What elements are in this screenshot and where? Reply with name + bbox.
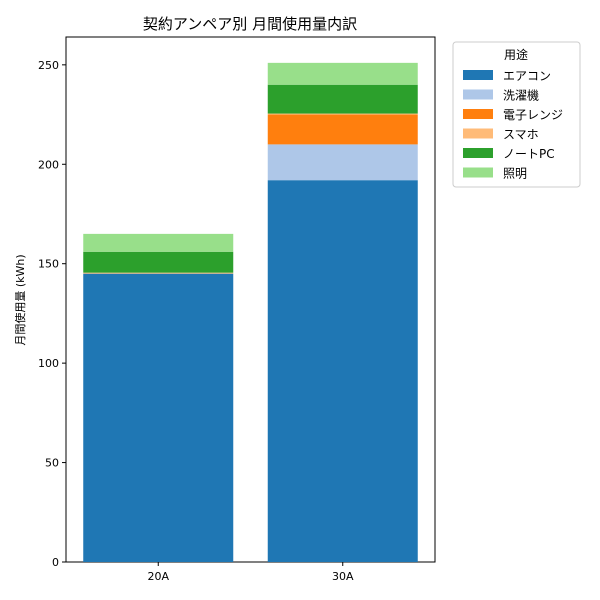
legend-label: スマホ	[503, 128, 539, 142]
y-tick-label: 200	[38, 158, 59, 171]
bar-segment-30A-1	[267, 144, 418, 181]
x-tick-label: 20A	[147, 570, 169, 583]
bars	[83, 62, 418, 562]
legend-label: 洗濯機	[503, 88, 539, 103]
legend-swatch	[463, 109, 493, 119]
legend-label: 照明	[503, 167, 527, 181]
plot-area: 0 50 100 150 200 250 20A 30A	[38, 36, 436, 583]
y-tick-label: 50	[45, 457, 59, 470]
bar-segment-20A-4	[83, 251, 234, 273]
legend-swatch	[463, 70, 493, 80]
bar-segment-30A-0	[267, 180, 418, 562]
bar-segment-30A-4	[267, 84, 418, 114]
y-axis-label: 月間使用量 (kWh)	[14, 254, 27, 345]
y-tick-label: 250	[38, 59, 59, 72]
bar-segment-20A-3	[83, 272, 234, 274]
legend-swatch	[463, 89, 493, 100]
bar-segment-20A-0	[83, 273, 234, 562]
legend-label: 電子レンジ	[503, 108, 563, 122]
y-tick-label: 100	[38, 357, 59, 370]
legend-swatch	[463, 128, 493, 139]
bar-segment-30A-3	[267, 113, 418, 115]
x-tick-label: 30A	[332, 570, 354, 583]
y-axis-ticks: 0 50 100 150 200 250	[38, 59, 66, 569]
bar-segment-30A-2	[267, 114, 418, 145]
bar-segment-20A-5	[83, 233, 234, 252]
chart-title: 契約アンペア別 月間使用量内訳	[143, 15, 357, 33]
y-tick-label: 150	[38, 258, 59, 271]
legend-swatch	[463, 167, 493, 178]
bar-segment-30A-5	[267, 62, 418, 85]
legend-label: エアコン	[503, 69, 551, 83]
y-tick-label: 0	[52, 556, 59, 569]
x-axis-ticks: 20A 30A	[147, 562, 354, 583]
legend-title: 用途	[504, 47, 528, 62]
legend-label: ノートPC	[503, 147, 555, 161]
plot-frame	[65, 36, 436, 563]
legend-swatch	[463, 148, 493, 158]
